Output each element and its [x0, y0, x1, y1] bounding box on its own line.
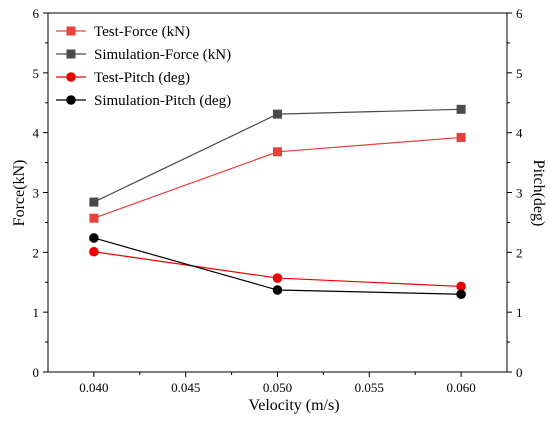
- series-lines: [93, 108, 462, 295]
- plot-axes: [47, 12, 508, 373]
- y2-tick-label: 0: [516, 365, 523, 380]
- data-point-series-1: [456, 132, 466, 142]
- y2-tick-label: 2: [516, 245, 523, 260]
- legend-label: Test-Pitch (deg): [94, 70, 190, 86]
- x-axis-label: Velocity (m/s): [248, 397, 339, 414]
- legend-swatch-marker: [66, 72, 76, 82]
- series-markers: [89, 104, 466, 300]
- legend-label: Test-Force (kN): [94, 24, 190, 40]
- data-point-series-2: [89, 197, 99, 207]
- y-tick-label: 3: [33, 186, 40, 201]
- x-tick-label: 0.055: [355, 380, 384, 395]
- y2-tick-label: 6: [516, 6, 523, 21]
- y-axis-label: Force(kN): [11, 160, 28, 227]
- data-point-series-4: [272, 285, 283, 295]
- data-point-series-3: [456, 281, 466, 292]
- y-tick-label: 0: [33, 365, 40, 380]
- x-tick-label: 0.050: [263, 380, 292, 395]
- data-point-series-3: [89, 246, 99, 257]
- x-tick-label: 0.045: [171, 380, 200, 395]
- y2-tick-label: 3: [516, 186, 523, 201]
- y2-axis-label: Pitch(deg): [530, 160, 547, 227]
- y-tick-label: 6: [33, 6, 40, 21]
- legend-label: Simulation-Force (kN): [94, 47, 231, 63]
- y-tick-label: 5: [33, 66, 40, 81]
- legend-label: Simulation-Pitch (deg): [94, 93, 231, 109]
- legend-swatch-marker: [66, 26, 76, 36]
- data-point-series-3: [272, 273, 283, 283]
- x-tick-label: 0.060: [446, 380, 475, 395]
- y-tick-label: 2: [33, 245, 40, 260]
- y-tick-label: 1: [33, 305, 40, 320]
- tick-marks: 0.040 0.045 0.050 0.055 0.060 0 1 2 3 4 5 6 0 1 2 3 4 5 6: [33, 6, 524, 395]
- legend-swatch-marker: [66, 95, 76, 105]
- legend: Test-Force (kN) Simulation-Force (kN) Test…: [56, 24, 231, 109]
- x-tick-label: 0.040: [79, 380, 108, 395]
- data-point-series-4: [89, 233, 99, 243]
- data-point-series-2: [273, 109, 282, 119]
- data-point-series-1: [273, 147, 282, 157]
- y2-tick-label: 5: [516, 66, 523, 81]
- data-point-series-4: [456, 289, 466, 300]
- plot-frame: [47, 12, 508, 373]
- data-point-series-2: [456, 104, 466, 114]
- legend-swatch-marker: [66, 49, 76, 59]
- y2-tick-label: 1: [516, 305, 523, 320]
- data-point-series-1: [89, 213, 99, 223]
- y-tick-label: 4: [33, 126, 40, 141]
- y2-tick-label: 4: [516, 126, 523, 141]
